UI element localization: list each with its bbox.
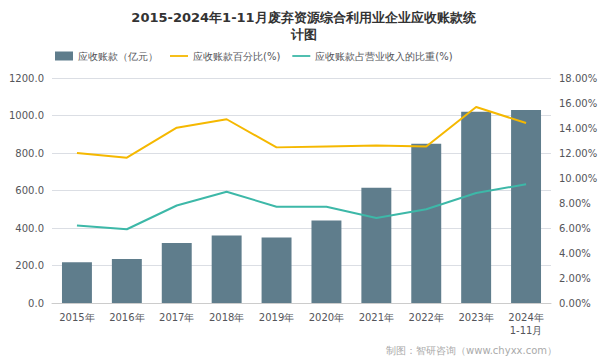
svg-text:0.00%: 0.00% <box>559 298 591 309</box>
svg-text:0.0: 0.0 <box>28 298 44 309</box>
svg-text:1200.0: 1200.0 <box>9 73 44 84</box>
svg-text:600.0: 600.0 <box>15 185 44 196</box>
svg-text:8.00%: 8.00% <box>559 198 591 209</box>
svg-text:应收账款占营业收入的比重(%): 应收账款占营业收入的比重(%) <box>315 51 452 62</box>
svg-text:2021年: 2021年 <box>359 312 394 323</box>
svg-text:2020年: 2020年 <box>309 312 344 323</box>
svg-text:2017年: 2017年 <box>159 312 194 323</box>
svg-text:6.00%: 6.00% <box>559 223 591 234</box>
svg-text:2015年: 2015年 <box>59 312 94 323</box>
svg-text:800.0: 800.0 <box>15 148 44 159</box>
svg-text:400.0: 400.0 <box>15 223 44 234</box>
svg-text:制图：智研咨询（www.chyxx.com）: 制图：智研咨询（www.chyxx.com） <box>386 345 557 356</box>
svg-text:计图: 计图 <box>290 27 317 42</box>
svg-text:10.00%: 10.00% <box>559 173 597 184</box>
svg-text:2023年: 2023年 <box>458 312 493 323</box>
svg-text:14.00%: 14.00% <box>559 123 597 134</box>
svg-text:2016年: 2016年 <box>109 312 144 323</box>
svg-text:1000.0: 1000.0 <box>9 110 44 121</box>
svg-text:12.00%: 12.00% <box>559 148 597 159</box>
svg-text:应收账款百分比(%): 应收账款百分比(%) <box>193 51 280 62</box>
svg-text:2024年: 2024年 <box>508 312 543 323</box>
svg-text:200.0: 200.0 <box>15 260 44 271</box>
svg-text:2022年: 2022年 <box>409 312 444 323</box>
svg-text:18.00%: 18.00% <box>559 73 597 84</box>
svg-text:2.00%: 2.00% <box>559 273 591 284</box>
svg-text:4.00%: 4.00% <box>559 248 591 259</box>
svg-text:2018年: 2018年 <box>209 312 244 323</box>
svg-text:16.00%: 16.00% <box>559 98 597 109</box>
svg-text:应收账款（亿元）: 应收账款（亿元） <box>78 51 158 62</box>
svg-text:2015-2024年1-11月废弃资源综合利用业企业应收账款: 2015-2024年1-11月废弃资源综合利用业企业应收账款统 <box>131 10 476 25</box>
svg-text:1-11月: 1-11月 <box>510 325 543 336</box>
svg-text:2019年: 2019年 <box>259 312 294 323</box>
